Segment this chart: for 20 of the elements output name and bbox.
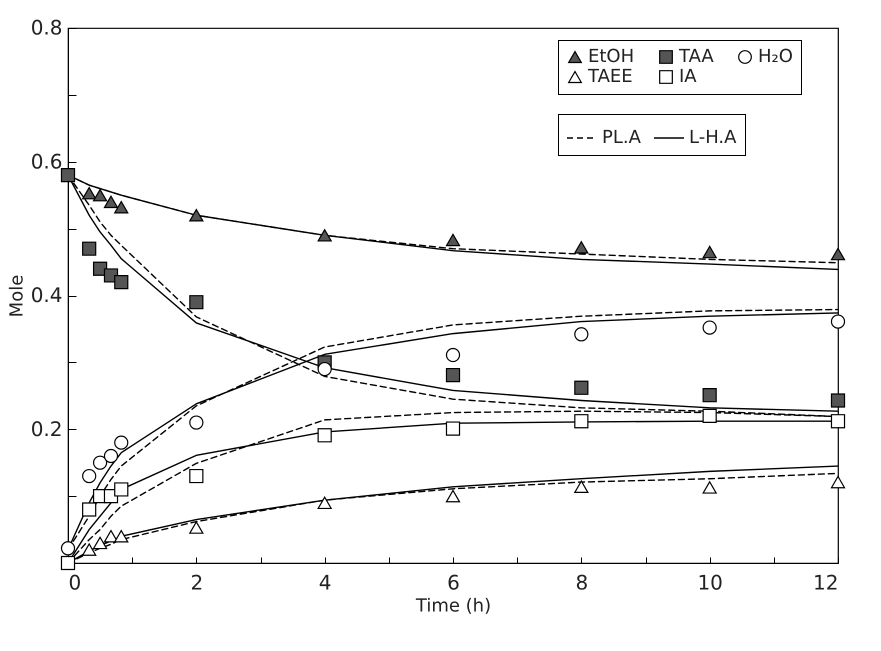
x-axis-title: Time (h) xyxy=(414,596,492,616)
x-tick-label: 0 xyxy=(68,570,82,594)
y-tick-label: 0.6 xyxy=(30,149,62,174)
legend-label: EtOH xyxy=(588,46,634,67)
y-tick-label: 0.4 xyxy=(30,283,62,307)
x-tick-label: 10 xyxy=(697,570,723,594)
legend-label: TAA xyxy=(678,46,714,67)
legend-label: IA xyxy=(679,66,698,87)
y-tick-label: 0.8 xyxy=(30,16,62,40)
y-tick-label: 0.2 xyxy=(30,416,62,441)
legend-label: PL.A xyxy=(602,127,642,148)
x-tick-label: 4 xyxy=(318,570,332,594)
legend-label: L-H.A xyxy=(689,127,738,148)
x-tick-label: 2 xyxy=(190,570,204,594)
legend-label: H₂O xyxy=(758,46,793,67)
x-tick-label: 6 xyxy=(447,570,460,594)
legend-label: TAEE xyxy=(587,66,633,87)
x-tick-label: 12 xyxy=(813,570,838,594)
x-tick-label: 8 xyxy=(575,570,588,594)
y-axis-title: Mole xyxy=(6,274,28,318)
